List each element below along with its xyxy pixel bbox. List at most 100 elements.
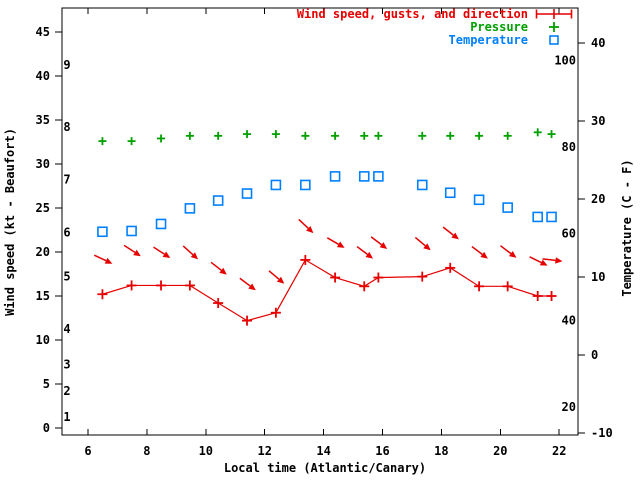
- left-tick-label: 15: [36, 289, 50, 303]
- legend-item-temperature: Temperature: [297, 32, 580, 47]
- x-tick-label: 12: [257, 444, 271, 458]
- gust-arrow: [442, 226, 459, 240]
- x-tick-label: 20: [493, 444, 507, 458]
- x-tick-label: 18: [434, 444, 448, 458]
- gust-arrow-shaft: [442, 226, 454, 236]
- temperature-point: [358, 171, 370, 182]
- gust-arrow-shaft: [326, 237, 339, 245]
- gust-arrow-shaft: [268, 270, 280, 280]
- left-tick-label: 45: [36, 25, 50, 39]
- beaufort-label: 6: [63, 225, 70, 239]
- beaufort-label: 5: [63, 269, 70, 283]
- gust-arrow: [370, 236, 388, 249]
- gust-arrow-head: [365, 251, 374, 259]
- temperature-point: [473, 194, 485, 206]
- gust-arrow-shaft: [239, 277, 251, 287]
- gust-arrow: [239, 277, 256, 291]
- gust-arrow-head: [219, 267, 227, 275]
- beaufort-label: 1: [63, 410, 70, 424]
- gust-arrow: [93, 254, 113, 264]
- gust-arrow: [529, 256, 548, 266]
- fahrenheit-label: 20: [562, 400, 576, 414]
- left-tick-label: 30: [36, 157, 50, 171]
- gust-arrow-head: [248, 283, 256, 291]
- temperature-point: [373, 171, 384, 182]
- beaufort-label: 2: [63, 384, 70, 398]
- gust-arrow-head: [190, 252, 199, 260]
- gust-arrow-shaft: [298, 218, 309, 229]
- right-tick-label: 30: [591, 114, 605, 128]
- temperature-point: [97, 226, 108, 238]
- beaufort-label: 4: [63, 322, 70, 336]
- x-axis-title: Local time (Atlantic/Canary): [223, 461, 427, 475]
- gust-arrow: [542, 257, 563, 264]
- fahrenheit-label: 100: [554, 53, 576, 67]
- x-tick-label: 14: [316, 444, 330, 458]
- gust-arrow: [210, 261, 227, 275]
- left-tick-label: 25: [36, 201, 50, 215]
- beaufort-label: 3: [63, 357, 70, 371]
- x-tick-label: 6: [84, 444, 91, 458]
- x-tick-label: 16: [375, 444, 389, 458]
- x-tick-label: 8: [143, 444, 150, 458]
- beaufort-label: 7: [63, 173, 70, 187]
- temperature-point: [212, 195, 224, 206]
- gust-arrow-shaft: [182, 245, 194, 256]
- gust-arrow: [123, 244, 141, 257]
- gust-arrow-head: [555, 257, 563, 264]
- gust-arrow: [500, 245, 517, 258]
- temperature-point: [502, 202, 513, 213]
- temperature-point: [300, 179, 311, 191]
- legend-label-temperature: Temperature: [448, 32, 528, 47]
- gust-arrow-shaft: [542, 258, 556, 262]
- gust-arrow: [298, 218, 314, 234]
- fahrenheit-label: 40: [562, 313, 576, 327]
- temperature-point: [546, 211, 557, 223]
- gust-arrow-head: [162, 251, 171, 258]
- gust-arrow-shaft: [210, 261, 222, 271]
- left-tick-label: 5: [43, 377, 50, 391]
- gust-arrow-head: [379, 242, 388, 249]
- gust-arrow-head: [480, 251, 488, 259]
- gust-arrow-head: [451, 232, 459, 240]
- wind-legend-sample-icon: [528, 8, 580, 20]
- left-tick-label: 40: [36, 69, 50, 83]
- gust-arrow: [268, 270, 285, 284]
- right-axis-title: Temperature (C - F): [620, 159, 634, 297]
- gust-arrow: [182, 245, 199, 260]
- gust-arrow-shaft: [123, 244, 136, 254]
- temperature-legend-square-icon: [528, 34, 580, 46]
- gust-arrow-shaft: [529, 256, 542, 264]
- beaufort-label: 9: [63, 58, 70, 72]
- gust-arrow-head: [133, 249, 141, 257]
- temperature-point: [126, 225, 137, 237]
- right-tick-label: 40: [591, 36, 605, 50]
- pressure-legend-plus-icon: [528, 21, 580, 33]
- gust-arrow: [414, 236, 431, 251]
- gust-arrow-head: [336, 241, 345, 248]
- left-tick-label: 0: [43, 421, 50, 435]
- gust-arrow: [471, 245, 488, 259]
- temperature-point: [155, 218, 167, 230]
- right-tick-label: 20: [591, 192, 605, 206]
- gust-arrow-head: [104, 257, 113, 264]
- x-tick-label: 22: [552, 444, 566, 458]
- wind-speed-line: [102, 259, 552, 322]
- gust-arrow-head: [306, 225, 314, 234]
- legend: Wind speed, gusts, and direction Pressur…: [296, 6, 580, 47]
- temperature-point: [329, 171, 341, 182]
- legend-label-wind: Wind speed, gusts, and direction: [296, 6, 528, 21]
- right-tick-label: -10: [591, 426, 613, 440]
- gust-arrow-shaft: [414, 236, 426, 247]
- x-tick-label: 10: [199, 444, 213, 458]
- left-axis-title: Wind speed (kt - Beaufort): [3, 128, 17, 316]
- plot-frame: [61, 7, 579, 436]
- legend-item-wind: Wind speed, gusts, and direction: [296, 6, 580, 21]
- gust-arrow-shaft: [93, 254, 107, 262]
- gust-arrow-head: [423, 243, 431, 251]
- gust-arrow-shaft: [471, 245, 483, 256]
- temperature-point: [444, 187, 456, 199]
- gust-arrow-shaft: [370, 236, 383, 246]
- gust-arrow: [326, 237, 345, 248]
